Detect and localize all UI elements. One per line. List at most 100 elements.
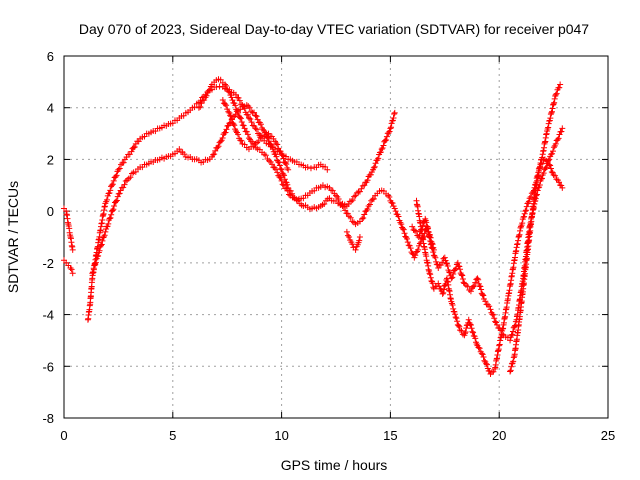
data-point: [486, 303, 493, 310]
data-point: [432, 254, 439, 261]
data-point: [108, 211, 115, 218]
data-point: [478, 286, 485, 293]
data-point: [523, 207, 530, 214]
data-point: [356, 237, 363, 244]
series-track-c: [84, 83, 331, 323]
data-point: [216, 83, 223, 90]
data-point: [522, 208, 529, 215]
data-point: [89, 270, 96, 277]
data-point: [228, 116, 235, 123]
data-point: [468, 325, 475, 332]
data-point: [465, 316, 472, 323]
data-point: [543, 164, 550, 171]
data-point: [482, 298, 489, 305]
x-tick-label: 5: [169, 428, 176, 443]
data-point: [94, 253, 101, 260]
data-point: [547, 165, 554, 172]
data-point: [507, 367, 514, 374]
x-tick-label: 20: [492, 428, 506, 443]
data-point: [90, 265, 97, 272]
data-point: [474, 275, 481, 282]
data-point: [215, 143, 222, 150]
y-tick-label: -4: [42, 308, 54, 323]
data-point: [219, 96, 226, 103]
data-point: [280, 182, 287, 189]
data-point: [245, 135, 252, 142]
data-point: [246, 104, 253, 111]
data-point: [455, 322, 462, 329]
data-point: [197, 103, 204, 110]
data-point: [248, 119, 255, 126]
data-point: [459, 276, 466, 283]
data-point: [426, 270, 433, 277]
data-point: [552, 172, 559, 179]
data-point: [472, 279, 479, 286]
data-point: [281, 172, 288, 179]
data-point: [67, 265, 74, 272]
data-point: [389, 200, 396, 207]
data-point: [276, 162, 283, 169]
data-point: [423, 219, 430, 226]
data-point: [268, 143, 275, 150]
data-point: [549, 150, 556, 157]
data-point: [403, 235, 410, 242]
data-point: [253, 126, 260, 133]
data-point: [390, 115, 397, 122]
data-point: [426, 233, 433, 240]
data-point: [456, 263, 463, 270]
data-point: [252, 112, 259, 119]
axis-ticks: 0 5 10 15 20 25 -8 -6 -4 -2 0 2 4 6: [42, 49, 615, 443]
data-point: [517, 223, 524, 230]
data-point: [226, 88, 233, 95]
data-point: [364, 177, 371, 184]
data-point: [490, 311, 497, 318]
data-point: [344, 210, 351, 217]
data-point: [110, 206, 117, 213]
data-point: [509, 331, 516, 338]
data-point: [477, 283, 484, 290]
data-point: [112, 198, 119, 205]
data-point: [446, 269, 453, 276]
data-point: [377, 149, 384, 156]
data-point: [469, 328, 476, 335]
data-point: [361, 182, 368, 189]
data-point: [544, 158, 551, 165]
data-point: [479, 291, 486, 298]
data-point: [348, 198, 355, 205]
data-point: [510, 358, 517, 365]
data-point: [399, 225, 406, 232]
data-point: [95, 252, 102, 259]
data-point: [442, 257, 449, 264]
data-point: [68, 266, 75, 273]
data-point: [349, 241, 356, 248]
data-point: [230, 121, 237, 128]
data-point: [484, 301, 491, 308]
data-point: [462, 330, 469, 337]
data-point: [454, 259, 461, 266]
data-point: [235, 94, 242, 101]
data-point: [391, 109, 398, 116]
data-point: [335, 195, 342, 202]
data-point: [547, 115, 554, 122]
data-point: [115, 166, 122, 173]
data-point: [428, 244, 435, 251]
data-point: [278, 177, 285, 184]
data-point: [214, 144, 221, 151]
data-point: [525, 198, 532, 205]
data-point: [508, 332, 515, 339]
data-point: [476, 282, 483, 289]
data-point: [211, 151, 218, 158]
data-point: [273, 153, 280, 160]
data-point: [446, 269, 453, 276]
data-point: [537, 161, 544, 168]
data-point: [232, 102, 239, 109]
data-point: [279, 181, 286, 188]
data-point: [559, 184, 566, 191]
data-point: [555, 135, 562, 142]
data-point: [467, 288, 474, 295]
data-point: [131, 144, 138, 151]
data-point: [546, 161, 553, 168]
data-point: [427, 237, 434, 244]
data-point: [228, 113, 235, 120]
data-point: [69, 246, 76, 253]
